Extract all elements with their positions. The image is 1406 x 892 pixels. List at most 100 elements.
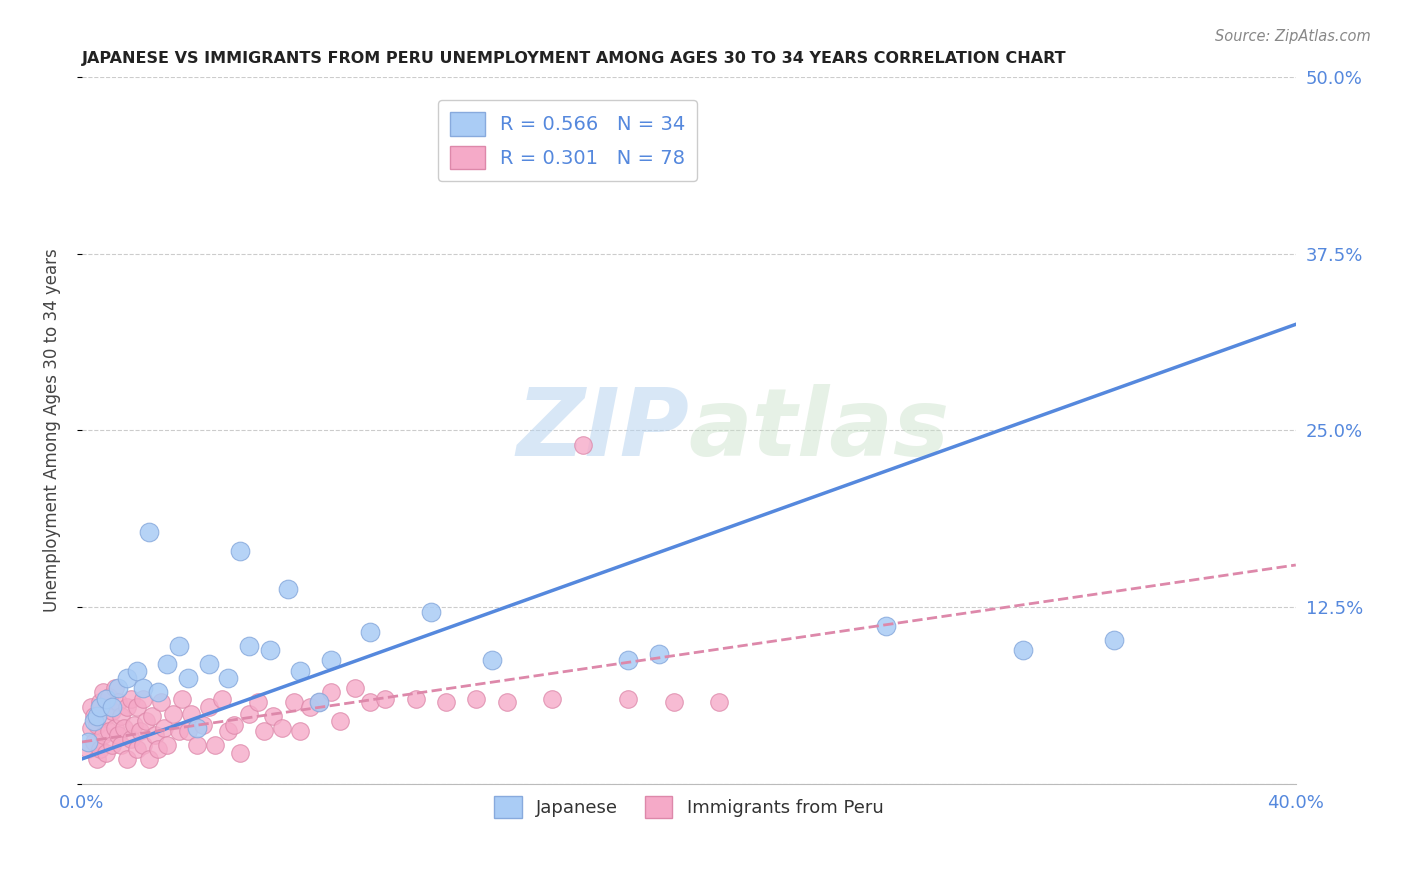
- Point: [107, 728, 129, 742]
- Y-axis label: Unemployment Among Ages 30 to 34 years: Unemployment Among Ages 30 to 34 years: [44, 249, 60, 613]
- Point: [101, 699, 124, 714]
- Point: [271, 721, 294, 735]
- Point: [180, 706, 202, 721]
- Point: [96, 746, 118, 760]
- Point: [1102, 633, 1125, 648]
- Point: [229, 746, 252, 760]
- Point: [110, 709, 132, 723]
- Point: [238, 706, 260, 721]
- Text: JAPANESE VS IMMIGRANTS FROM PERU UNEMPLOYMENT AMONG AGES 30 TO 34 YEARS CORRELAT: JAPANESE VS IMMIGRANTS FROM PERU UNEMPLO…: [82, 51, 1067, 66]
- Point: [138, 752, 160, 766]
- Point: [647, 647, 669, 661]
- Point: [253, 723, 276, 738]
- Point: [308, 695, 330, 709]
- Point: [135, 714, 157, 728]
- Point: [110, 738, 132, 752]
- Text: atlas: atlas: [689, 384, 950, 476]
- Point: [204, 738, 226, 752]
- Point: [319, 653, 342, 667]
- Point: [298, 699, 321, 714]
- Point: [283, 695, 305, 709]
- Point: [481, 653, 503, 667]
- Point: [96, 709, 118, 723]
- Point: [465, 692, 488, 706]
- Point: [86, 718, 108, 732]
- Point: [329, 714, 352, 728]
- Point: [114, 721, 136, 735]
- Point: [98, 690, 121, 704]
- Point: [131, 692, 153, 706]
- Point: [222, 718, 245, 732]
- Point: [125, 699, 148, 714]
- Point: [89, 699, 111, 714]
- Point: [262, 709, 284, 723]
- Point: [86, 752, 108, 766]
- Point: [290, 664, 312, 678]
- Point: [120, 732, 142, 747]
- Point: [1011, 643, 1033, 657]
- Point: [198, 699, 221, 714]
- Point: [617, 692, 640, 706]
- Point: [107, 681, 129, 695]
- Point: [419, 605, 441, 619]
- Point: [91, 728, 114, 742]
- Point: [875, 619, 897, 633]
- Point: [138, 525, 160, 540]
- Point: [290, 723, 312, 738]
- Point: [122, 718, 145, 732]
- Point: [96, 692, 118, 706]
- Point: [104, 721, 127, 735]
- Point: [198, 657, 221, 671]
- Point: [374, 692, 396, 706]
- Point: [229, 544, 252, 558]
- Point: [359, 695, 381, 709]
- Point: [131, 681, 153, 695]
- Point: [177, 723, 200, 738]
- Point: [495, 695, 517, 709]
- Point: [217, 671, 239, 685]
- Point: [146, 742, 169, 756]
- Point: [162, 706, 184, 721]
- Point: [344, 681, 367, 695]
- Point: [571, 161, 593, 176]
- Point: [104, 681, 127, 695]
- Point: [89, 742, 111, 756]
- Text: ZIP: ZIP: [516, 384, 689, 476]
- Point: [91, 685, 114, 699]
- Point: [101, 738, 124, 752]
- Point: [217, 723, 239, 738]
- Point: [83, 714, 105, 728]
- Point: [80, 699, 103, 714]
- Point: [77, 742, 100, 756]
- Text: Source: ZipAtlas.com: Source: ZipAtlas.com: [1215, 29, 1371, 44]
- Point: [172, 692, 194, 706]
- Point: [156, 738, 179, 752]
- Point: [167, 639, 190, 653]
- Point: [107, 695, 129, 709]
- Point: [117, 671, 139, 685]
- Point: [434, 695, 457, 709]
- Point: [238, 639, 260, 653]
- Point: [77, 735, 100, 749]
- Point: [125, 742, 148, 756]
- Point: [146, 685, 169, 699]
- Point: [246, 695, 269, 709]
- Point: [128, 723, 150, 738]
- Point: [141, 709, 163, 723]
- Point: [186, 721, 208, 735]
- Point: [186, 738, 208, 752]
- Point: [149, 695, 172, 709]
- Point: [662, 695, 685, 709]
- Point: [617, 653, 640, 667]
- Point: [359, 624, 381, 639]
- Point: [125, 664, 148, 678]
- Point: [177, 671, 200, 685]
- Point: [259, 643, 281, 657]
- Point: [143, 728, 166, 742]
- Point: [117, 752, 139, 766]
- Point: [86, 709, 108, 723]
- Point: [83, 735, 105, 749]
- Point: [117, 699, 139, 714]
- Point: [277, 582, 299, 596]
- Point: [98, 723, 121, 738]
